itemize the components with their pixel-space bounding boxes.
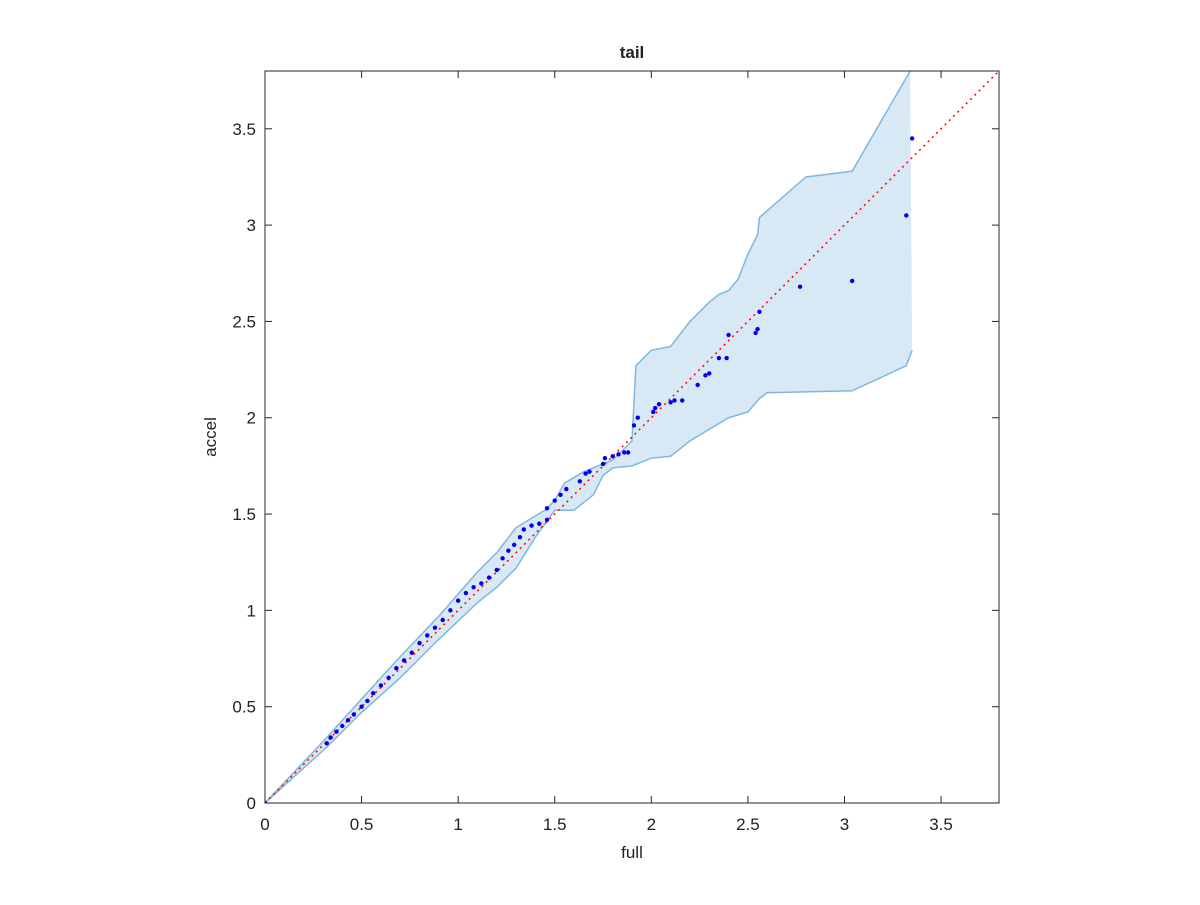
point	[340, 723, 345, 729]
point	[616, 452, 621, 457]
point	[724, 355, 729, 361]
x-tick-label: 2.5	[736, 815, 760, 834]
point	[707, 371, 712, 376]
point	[726, 332, 731, 338]
point	[517, 534, 523, 540]
point	[409, 650, 414, 655]
point	[757, 309, 762, 314]
point	[625, 450, 631, 455]
point	[558, 492, 563, 497]
point	[486, 575, 492, 580]
x-tick-label: 3.5	[929, 815, 953, 834]
point	[583, 471, 588, 476]
point	[672, 398, 677, 403]
point	[564, 486, 569, 492]
point	[656, 402, 662, 407]
x-tick-label: 0	[260, 815, 269, 834]
y-tick-label: 1	[247, 601, 256, 620]
y-axis-label: accel	[201, 417, 220, 457]
confidence-band	[265, 71, 913, 803]
point	[577, 479, 583, 484]
point	[668, 400, 673, 405]
point	[394, 665, 399, 671]
point	[265, 800, 268, 803]
band-upper	[265, 71, 911, 803]
point	[511, 542, 517, 548]
point	[703, 373, 708, 378]
point	[521, 527, 527, 532]
point	[631, 423, 637, 428]
point	[448, 608, 453, 613]
point	[500, 556, 505, 561]
point	[635, 415, 640, 420]
point	[417, 640, 422, 646]
point	[537, 521, 542, 526]
point	[370, 691, 376, 696]
point	[455, 598, 461, 603]
point	[494, 567, 499, 573]
x-tick-label: 2	[647, 815, 656, 834]
axes-box	[264, 70, 1000, 804]
plot-area	[265, 71, 999, 803]
point	[755, 326, 760, 332]
y-tick-label: 1.5	[232, 505, 256, 524]
point	[425, 633, 430, 638]
point	[600, 461, 606, 467]
point	[552, 498, 557, 503]
point	[652, 405, 658, 411]
point	[904, 213, 909, 218]
point	[324, 741, 330, 746]
point	[529, 523, 534, 528]
point	[850, 278, 855, 284]
band-lower	[265, 350, 913, 803]
point	[463, 590, 469, 596]
point	[359, 704, 364, 709]
point	[587, 469, 592, 474]
point	[680, 398, 685, 403]
y-tick-label: 2.5	[232, 312, 256, 331]
point	[651, 409, 656, 415]
point	[401, 658, 407, 663]
point	[479, 581, 484, 586]
point	[610, 454, 615, 459]
point	[365, 698, 370, 704]
point	[334, 729, 339, 734]
point	[378, 683, 384, 688]
point	[386, 675, 391, 680]
x-tick-label: 1	[453, 815, 462, 834]
axes: 0 0.5 1 1.5 2 2.5 3 3.5 0 0.5 1 1.5 2 2.5 3 3.5	[232, 70, 1000, 834]
point	[797, 284, 803, 289]
x-tick-label: 3	[840, 815, 849, 834]
point	[753, 330, 758, 336]
y-tick-label: 0.5	[232, 698, 256, 717]
point	[544, 506, 550, 511]
y-tick-label: 2	[247, 409, 256, 428]
point	[345, 717, 351, 723]
point	[471, 585, 476, 590]
point	[328, 735, 333, 740]
x-axis-label: full	[621, 843, 643, 862]
point	[544, 517, 550, 523]
x-tick-label: 0.5	[350, 815, 374, 834]
y-tick-label: 0	[247, 794, 256, 813]
point	[432, 625, 438, 630]
point	[602, 455, 608, 461]
point	[506, 548, 511, 553]
point	[909, 136, 915, 141]
point	[716, 355, 722, 361]
point	[351, 712, 357, 717]
point	[440, 617, 445, 623]
point	[622, 450, 627, 455]
x-tick-label: 1.5	[543, 815, 567, 834]
point	[695, 382, 700, 388]
chart-title: tail	[620, 43, 645, 62]
y-tick-label: 3	[247, 216, 256, 235]
y-tick-label: 3.5	[232, 120, 256, 139]
